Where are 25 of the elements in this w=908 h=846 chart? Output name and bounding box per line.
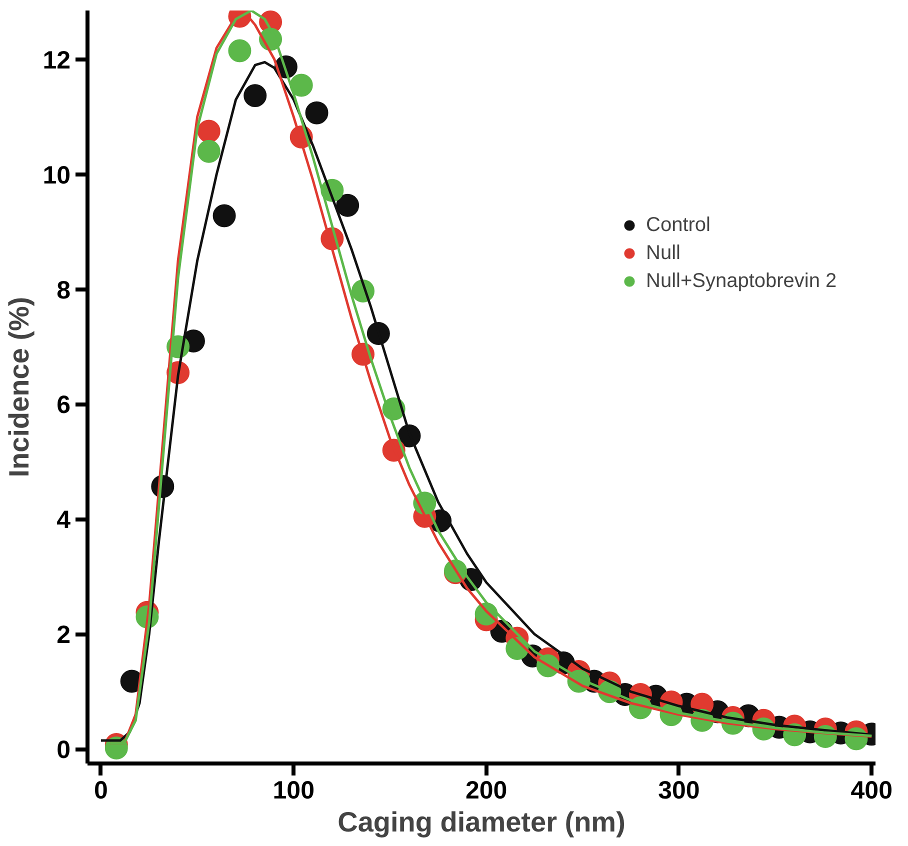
x-tick-label: 400	[850, 776, 893, 804]
y-tick-label: 8	[56, 276, 71, 304]
x-tick-label: 300	[658, 776, 700, 804]
legend-label: Null+Synaptobrevin 2	[646, 270, 837, 292]
y-tick-label: 0	[56, 736, 70, 764]
point	[212, 204, 236, 228]
legend-label: Null	[646, 242, 680, 264]
legend-label: Control	[646, 214, 710, 236]
y-tick-label: 2	[56, 621, 70, 650]
point	[305, 101, 328, 124]
y-axis-title: Incidence (%)	[4, 296, 35, 478]
x-tick-label: 200	[465, 776, 508, 804]
x-tick-label: 0	[94, 776, 108, 804]
point	[244, 84, 267, 108]
point	[228, 39, 252, 62]
y-tick-label: 4	[56, 506, 71, 534]
point	[290, 74, 313, 97]
x-axis-title: Caging diameter (nm)	[338, 806, 626, 838]
x-tick-label: 100	[272, 776, 315, 804]
point	[197, 120, 220, 143]
y-tick-label: 6	[56, 391, 70, 420]
y-tick-label: 12	[42, 46, 71, 74]
y-tick-label: 10	[42, 161, 71, 190]
point	[336, 194, 360, 217]
point	[197, 140, 220, 163]
